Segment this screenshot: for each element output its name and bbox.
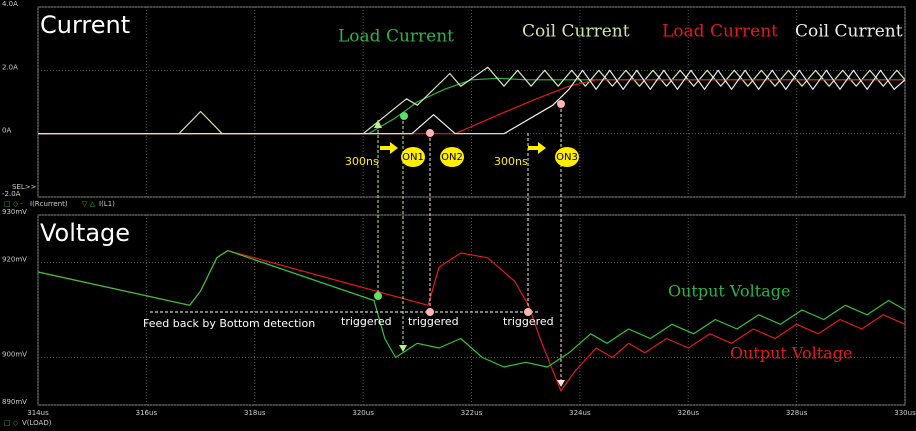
legend-symbols: □ ◇ [4, 419, 19, 427]
x-tick-label: 328us [786, 409, 808, 417]
y-tick-label: 890mV [2, 398, 27, 406]
marker-dot [557, 100, 565, 108]
yellow-arrow [380, 142, 398, 154]
annotation: triggered [341, 315, 392, 328]
annotation: Load Current [338, 27, 454, 47]
trace [37, 250, 906, 392]
annotation: Feed back by Bottom detection [143, 317, 315, 330]
on-badge [440, 147, 464, 167]
annotation: SEL>> [12, 183, 37, 191]
current-title: Current [40, 11, 130, 39]
legend-symbols: ▽ △ [82, 200, 96, 208]
x-tick-label: 326us [678, 409, 700, 417]
marker-dot [400, 112, 408, 120]
y-tick-label: 2.0A [2, 63, 18, 71]
traces: -2.0A 0A 2.0A 4.0A 890mV 900mV 920mV 930mV 314us… [2, 0, 916, 417]
x-tick-label: 322us [461, 409, 483, 417]
marker-dot [426, 129, 434, 137]
legend-entry: V(LOAD) [22, 419, 52, 427]
annotation: 300ns [345, 155, 379, 168]
arrow-head [399, 345, 407, 352]
annotation: Output Voltage [668, 282, 790, 301]
arrow-head [557, 380, 565, 387]
y-tick-label: -2.0A [2, 190, 21, 198]
x-tick-label: 330us [894, 409, 916, 417]
x-tick-label: 318us [244, 409, 266, 417]
x-tick-label: 316us [136, 409, 158, 417]
legend-entry: I(Rcurrent) [30, 200, 68, 208]
on-badge [401, 147, 425, 167]
legend-symbols: □ ◇ - [4, 200, 23, 208]
y-tick-label: 930mV [2, 208, 27, 216]
overlay: Load Current Coil Current Load Current Coil… [12, 22, 903, 387]
trace [38, 69, 906, 135]
legend-entry: I(L1) [99, 200, 115, 208]
marker-dot [374, 292, 382, 300]
trace [37, 250, 906, 368]
arrow-head [374, 120, 382, 128]
y-tick-label: 0A [2, 127, 11, 135]
annotation: ON2 [441, 152, 463, 163]
voltage-title: Voltage [40, 219, 130, 247]
yellow-arrow [528, 142, 546, 154]
y-tick-label: 920mV [2, 256, 27, 264]
annotation: Load Current [662, 22, 778, 42]
marker-dot [524, 308, 532, 316]
x-tick-label: 324us [569, 409, 591, 417]
annotation: Coil Current [522, 22, 630, 42]
marker-dot [426, 308, 434, 316]
trace [38, 66, 906, 135]
y-tick-label: 4.0A [2, 0, 18, 8]
annotation: ON1 [402, 152, 424, 163]
annotation: 300ns [494, 155, 528, 168]
annotation: Coil Current [795, 22, 903, 42]
x-tick-label: 320us [352, 409, 374, 417]
trace [38, 77, 905, 135]
y-tick-label: 900mV [2, 351, 27, 359]
annotation: triggered [408, 315, 459, 328]
annotation: Output Voltage [730, 344, 852, 363]
annotation: triggered [503, 315, 554, 328]
annotation: ON3 [556, 152, 578, 163]
x-tick-label: 314us [27, 409, 49, 417]
on-badge [555, 147, 579, 167]
